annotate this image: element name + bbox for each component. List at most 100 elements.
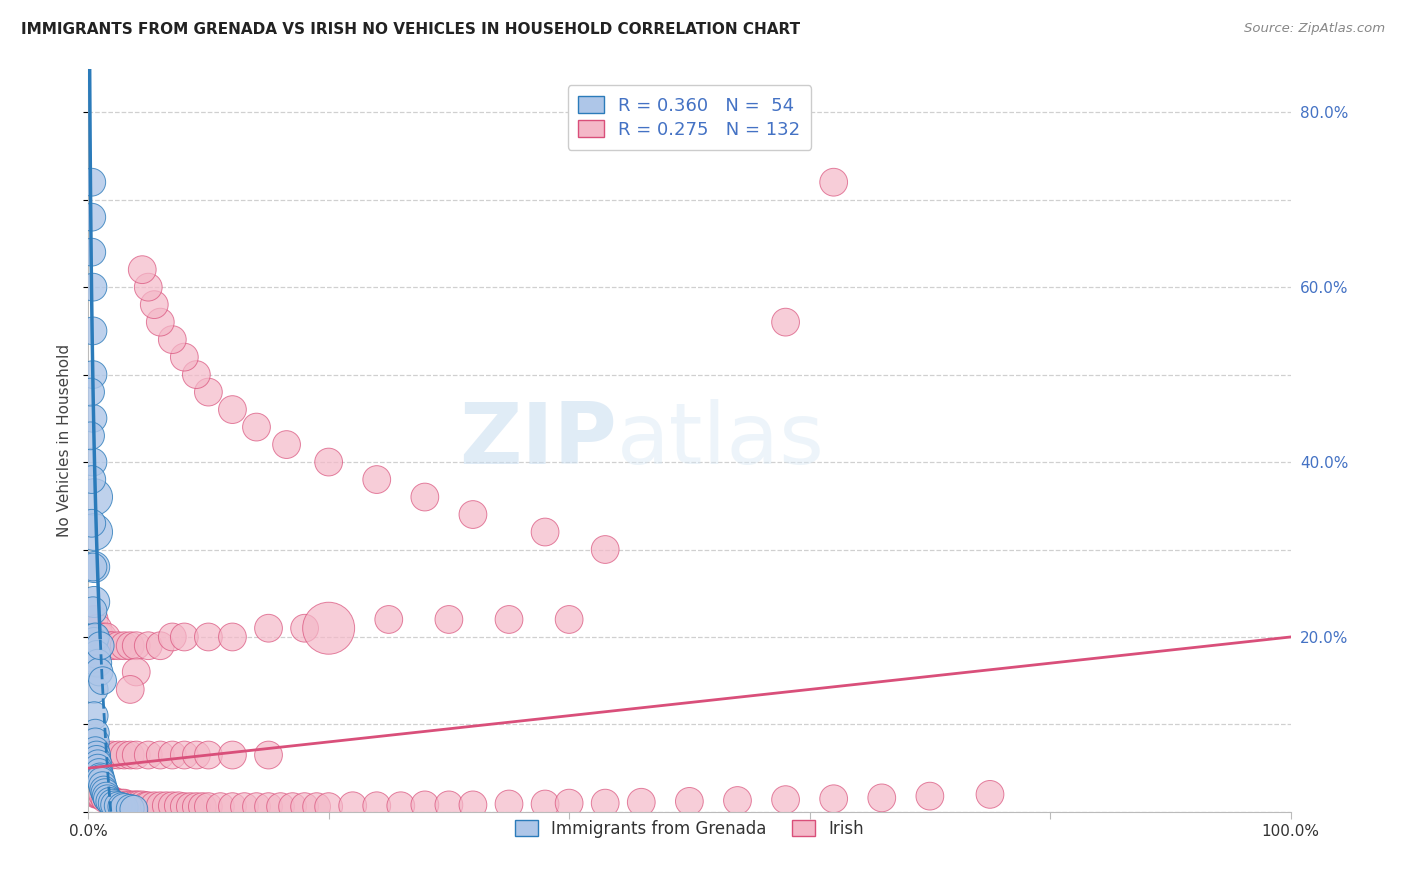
Point <box>82 560 104 574</box>
Point <box>86 747 108 762</box>
Point <box>257 747 280 762</box>
Point <box>136 747 159 762</box>
Text: Source: ZipAtlas.com: Source: ZipAtlas.com <box>1244 22 1385 36</box>
Y-axis label: No Vehicles in Household: No Vehicles in Household <box>58 343 72 537</box>
Point <box>104 797 127 812</box>
Point <box>82 779 104 793</box>
Point <box>281 799 304 814</box>
Point <box>125 639 148 653</box>
Point <box>84 747 107 762</box>
Point <box>122 802 145 816</box>
Point <box>87 621 110 635</box>
Point <box>96 630 118 644</box>
Point <box>83 747 105 762</box>
Point <box>82 747 104 762</box>
Point <box>437 797 460 812</box>
Point <box>86 747 108 762</box>
Point <box>221 630 243 644</box>
Point <box>87 747 110 762</box>
Point <box>89 788 111 802</box>
Point <box>84 779 107 793</box>
Point <box>112 800 135 814</box>
Point <box>437 612 460 626</box>
Point <box>91 747 114 762</box>
Text: ZIP: ZIP <box>460 399 617 482</box>
Point <box>89 630 111 644</box>
Point <box>593 796 616 810</box>
Point <box>221 402 243 417</box>
Point <box>305 799 328 814</box>
Point <box>197 385 219 400</box>
Point <box>413 797 436 812</box>
Point <box>257 799 280 814</box>
Point <box>136 798 159 813</box>
Point <box>593 542 616 557</box>
Point <box>83 560 105 574</box>
Point <box>173 799 195 814</box>
Point <box>83 595 105 609</box>
Point <box>94 786 117 800</box>
Point <box>122 797 145 812</box>
Point <box>98 791 121 805</box>
Point <box>918 789 941 804</box>
Point <box>80 175 103 189</box>
Point <box>162 630 184 644</box>
Point <box>186 747 208 762</box>
Point <box>143 798 166 813</box>
Point <box>498 612 520 626</box>
Point <box>96 791 118 805</box>
Point <box>125 665 148 679</box>
Point <box>101 639 124 653</box>
Point <box>167 798 190 813</box>
Point <box>366 798 388 813</box>
Point <box>131 262 153 277</box>
Point <box>186 799 208 814</box>
Point <box>87 788 110 802</box>
Point <box>197 799 219 814</box>
Point <box>89 772 111 786</box>
Point <box>86 752 108 766</box>
Point <box>461 797 484 812</box>
Point <box>83 630 105 644</box>
Point <box>558 796 581 810</box>
Point <box>87 657 110 671</box>
Point <box>93 783 115 797</box>
Point <box>91 630 114 644</box>
Point <box>120 747 142 762</box>
Point <box>270 799 292 814</box>
Point <box>727 793 749 807</box>
Point <box>461 508 484 522</box>
Point <box>534 524 557 539</box>
Point <box>112 639 135 653</box>
Point <box>96 791 118 805</box>
Point <box>91 673 114 688</box>
Point <box>112 747 135 762</box>
Point <box>87 765 110 780</box>
Point <box>173 747 195 762</box>
Point <box>82 368 104 382</box>
Point <box>233 799 256 814</box>
Point <box>80 210 103 224</box>
Point <box>111 799 134 814</box>
Point <box>94 791 117 805</box>
Point <box>197 630 219 644</box>
Legend: Immigrants from Grenada, Irish: Immigrants from Grenada, Irish <box>508 814 870 845</box>
Point <box>143 298 166 312</box>
Point <box>209 799 232 814</box>
Point <box>107 747 129 762</box>
Point <box>90 774 112 789</box>
Point <box>257 621 280 635</box>
Point <box>107 796 129 810</box>
Point <box>89 770 111 784</box>
Point <box>89 747 111 762</box>
Point <box>221 747 243 762</box>
Point <box>318 799 340 814</box>
Point <box>80 245 103 260</box>
Point <box>155 798 177 813</box>
Point <box>79 385 101 400</box>
Point <box>318 455 340 469</box>
Point <box>179 799 201 814</box>
Point <box>82 324 104 338</box>
Point <box>775 315 797 329</box>
Point <box>186 368 208 382</box>
